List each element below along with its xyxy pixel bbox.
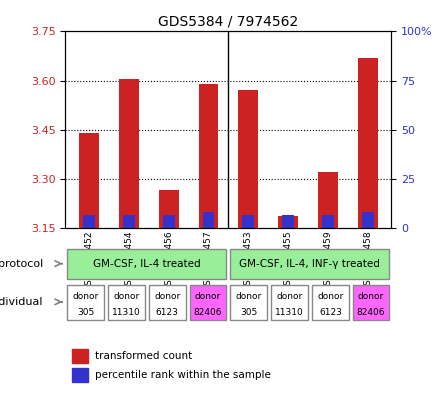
Text: 11310: 11310 (112, 308, 141, 317)
FancyBboxPatch shape (189, 285, 226, 320)
Text: donor: donor (316, 292, 343, 301)
Bar (202, 211, 214, 228)
Text: donor: donor (235, 292, 261, 301)
Text: 305: 305 (240, 308, 257, 317)
Text: GM-CSF, IL-4 treated: GM-CSF, IL-4 treated (93, 259, 200, 269)
Bar (83, 215, 95, 228)
Text: individual: individual (0, 297, 43, 307)
FancyBboxPatch shape (230, 285, 266, 320)
FancyBboxPatch shape (108, 285, 145, 320)
Text: donor: donor (194, 292, 220, 301)
Text: donor: donor (72, 292, 99, 301)
Text: donor: donor (113, 292, 139, 301)
Bar (242, 215, 253, 228)
Text: 11310: 11310 (275, 308, 303, 317)
FancyBboxPatch shape (67, 249, 226, 279)
FancyBboxPatch shape (230, 249, 388, 279)
Text: donor: donor (357, 292, 383, 301)
FancyBboxPatch shape (352, 285, 388, 320)
Title: GDS5384 / 7974562: GDS5384 / 7974562 (158, 15, 298, 29)
FancyBboxPatch shape (148, 285, 185, 320)
Bar (317, 172, 337, 228)
FancyBboxPatch shape (67, 285, 104, 320)
Bar (357, 58, 377, 228)
Bar (123, 215, 135, 228)
Text: transformed count: transformed count (95, 351, 191, 361)
Text: 305: 305 (77, 308, 94, 317)
Bar (79, 133, 99, 228)
Text: percentile rank within the sample: percentile rank within the sample (95, 370, 270, 380)
Text: 6123: 6123 (318, 308, 341, 317)
Bar (277, 217, 297, 228)
Bar (162, 215, 174, 228)
Bar (361, 211, 373, 228)
Bar (281, 215, 293, 228)
Bar (198, 84, 218, 228)
Bar (158, 190, 178, 228)
Bar (321, 215, 333, 228)
Bar (72, 368, 88, 382)
Text: 82406: 82406 (356, 308, 385, 317)
Text: 82406: 82406 (193, 308, 222, 317)
Bar (118, 79, 138, 228)
FancyBboxPatch shape (311, 285, 348, 320)
Text: donor: donor (154, 292, 180, 301)
FancyBboxPatch shape (270, 285, 307, 320)
Text: donor: donor (276, 292, 302, 301)
Text: GM-CSF, IL-4, INF-γ treated: GM-CSF, IL-4, INF-γ treated (239, 259, 379, 269)
Text: 6123: 6123 (155, 308, 178, 317)
Bar (238, 90, 258, 228)
Text: protocol: protocol (0, 259, 43, 269)
Bar (72, 349, 88, 363)
